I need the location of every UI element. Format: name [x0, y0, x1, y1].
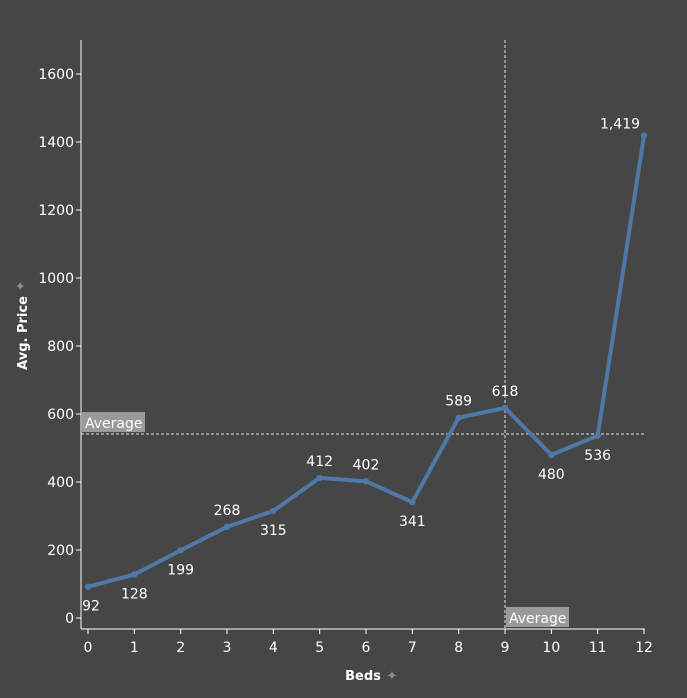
y-tick-label: 400: [47, 475, 74, 491]
data-label: 128: [121, 586, 148, 602]
y-axis: 0 200 400 600 800 1000 1200 1400 1600: [38, 40, 82, 629]
data-label: 589: [445, 394, 472, 410]
data-label: 536: [584, 448, 611, 464]
series-layer: [84, 132, 648, 590]
y-axis-title: Avg. Price: [16, 296, 31, 370]
data-label: 402: [353, 457, 380, 473]
data-point: [316, 474, 323, 482]
average-price-label-bg: [82, 412, 145, 433]
y-tick-label: 600: [47, 407, 74, 423]
y-tick-label: 1000: [38, 271, 74, 287]
data-labels: 92 128 199 268 315 412 402 341 589 618 480 536 1,419: [82, 117, 640, 615]
average-beds-label: Average: [509, 611, 567, 627]
x-axis: 0 1 2 3 4 5 6 7 8 9 10 11 12: [81, 628, 653, 656]
x-tick-label: 1: [130, 640, 139, 656]
data-label: 480: [538, 467, 565, 483]
x-tick-label: 6: [362, 640, 371, 656]
y-tick-label: 200: [47, 543, 74, 559]
data-label: 315: [260, 523, 287, 539]
data-point: [409, 498, 416, 506]
y-tick-label: 1200: [38, 203, 74, 219]
x-tick-label: 4: [269, 640, 278, 656]
data-point: [84, 583, 92, 590]
x-tick-label: 7: [408, 640, 417, 656]
data-label: 412: [306, 454, 333, 470]
x-axis-pin-icon[interactable]: ✦: [387, 669, 398, 684]
y-tick-label: 800: [47, 339, 74, 355]
x-tick-label: 9: [501, 640, 510, 656]
reference-lines: Average Average: [81, 40, 644, 629]
data-point: [501, 404, 509, 412]
data-label: 92: [82, 599, 100, 615]
average-beds-label-bg: [506, 607, 569, 627]
x-tick-label: 2: [176, 640, 185, 656]
data-point: [548, 451, 555, 458]
data-point: [640, 132, 648, 139]
data-label: 618: [492, 384, 519, 400]
x-tick-label: 12: [635, 640, 653, 656]
data-point: [455, 414, 462, 421]
y-tick-label: 0: [65, 611, 74, 627]
y-tick-label: 1400: [38, 135, 74, 151]
data-label: 199: [167, 562, 194, 578]
avg-price-series-line: [86, 133, 646, 589]
x-tick-label: 8: [454, 640, 463, 656]
data-label: 1,419: [600, 117, 640, 133]
data-point: [362, 478, 370, 485]
x-tick-label: 5: [315, 640, 324, 656]
y-tick-label: 1600: [38, 67, 74, 83]
data-point: [223, 523, 231, 531]
data-point: [177, 547, 184, 554]
data-point: [594, 432, 601, 439]
data-label: 268: [214, 503, 241, 519]
x-axis-title: Beds: [345, 669, 381, 684]
x-tick-label: 3: [223, 640, 232, 656]
average-price-label: Average: [85, 416, 143, 432]
x-tick-label: 0: [84, 640, 93, 656]
x-tick-label: 10: [542, 640, 560, 656]
x-tick-label: 11: [589, 640, 607, 656]
data-point: [270, 507, 277, 515]
y-axis-pin-icon[interactable]: ✦: [14, 280, 29, 291]
data-label: 341: [399, 514, 426, 530]
data-point: [131, 571, 138, 578]
